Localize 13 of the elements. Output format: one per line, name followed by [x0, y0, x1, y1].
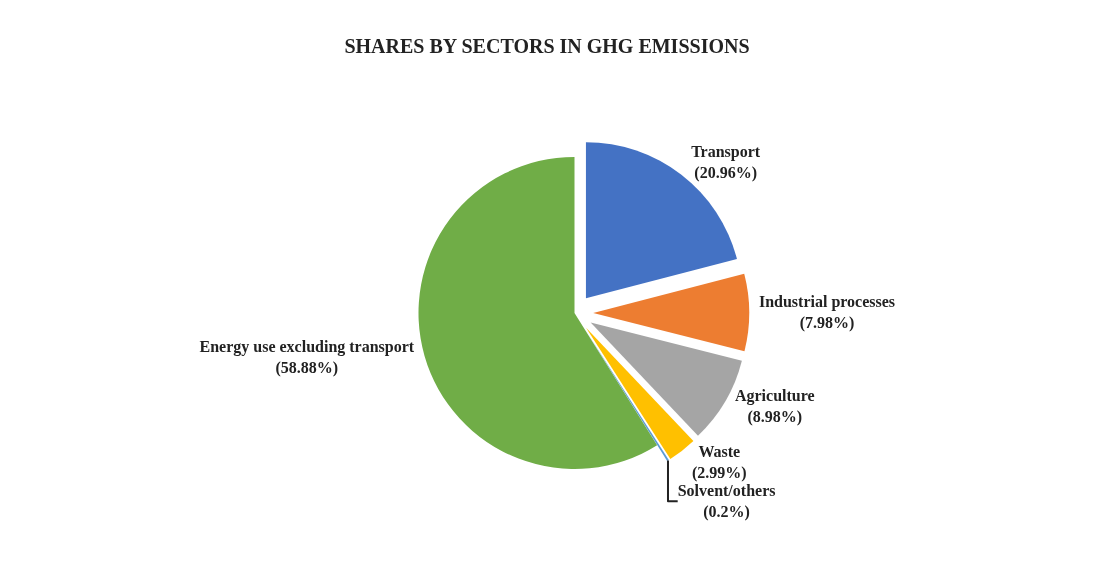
data-label: (8.98%)	[747, 407, 803, 426]
slice-label: Solvent/others	[677, 481, 776, 499]
slice-label: Energy use excluding transport	[199, 338, 415, 357]
chart-title: SHARES BY SECTORS IN GHG EMISSIONS	[344, 35, 750, 58]
data-label: (2.99%)	[691, 463, 747, 482]
slice-label: Industrial processes	[758, 293, 896, 312]
slice-label: Agriculture	[734, 386, 815, 405]
data-label: (7.98%)	[799, 313, 855, 332]
data-label: (58.88%)	[275, 358, 339, 377]
slice-label: Transport	[691, 143, 761, 162]
data-label: (0.2%)	[703, 502, 750, 521]
slice-label: Waste	[698, 443, 741, 461]
data-label: (20.96%)	[694, 164, 757, 183]
